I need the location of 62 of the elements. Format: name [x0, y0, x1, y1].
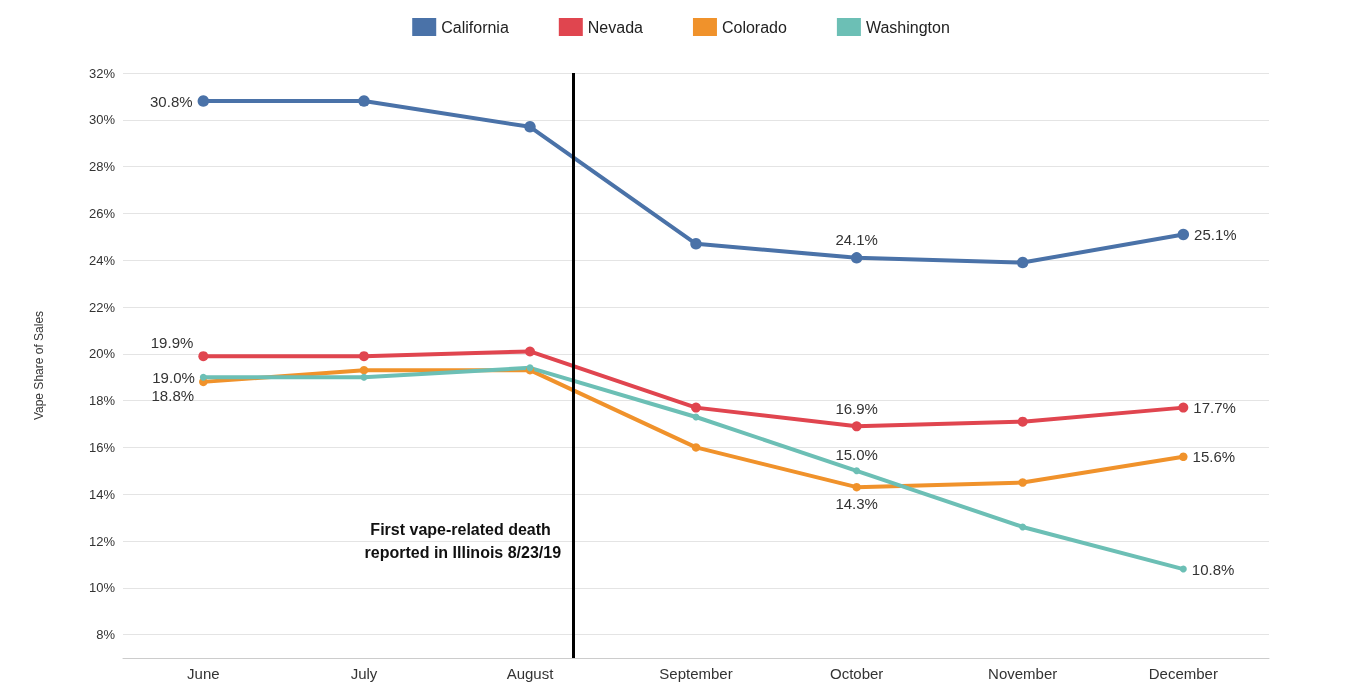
point: [199, 373, 207, 381]
data-label: 17.7%: [1193, 399, 1236, 417]
point: [850, 252, 863, 264]
point: [359, 365, 369, 375]
point: [1179, 565, 1187, 573]
ref-line-label: First vape-related death reported in Illinois 8/23/19: [364, 521, 562, 561]
point: [691, 443, 701, 452]
data-label: 24.1%: [835, 231, 878, 249]
y-tick-label: 16%: [88, 439, 116, 455]
y-tick-label: 28%: [88, 159, 116, 175]
data-label: 19.0%: [152, 368, 195, 386]
y-tick-label: 14%: [88, 486, 116, 502]
point: [1018, 478, 1027, 487]
x-tick-label: August: [506, 665, 555, 682]
data-label: 14.3%: [835, 495, 878, 513]
x-tick-label: November: [988, 665, 1058, 682]
data-label: 30.8%: [150, 92, 193, 110]
point: [198, 351, 209, 362]
point: [358, 95, 370, 107]
point: [1179, 452, 1188, 462]
x-tick-label: October: [829, 665, 884, 682]
y-axis-title: Vape Share of Sales: [32, 310, 46, 421]
y-tick-label: 26%: [88, 205, 116, 221]
data-label: 10.8%: [1191, 560, 1235, 578]
point: [691, 402, 701, 413]
point: [358, 351, 369, 362]
x-tick-label: December: [1148, 665, 1218, 682]
y-tick-label: 22%: [88, 299, 116, 315]
legend-label: Washington: [865, 18, 950, 36]
y-tick-label: 18%: [88, 393, 116, 409]
point: [853, 467, 861, 475]
y-tick-label: 32%: [88, 65, 116, 81]
data-label: 25.1%: [1194, 225, 1237, 243]
point: [525, 346, 535, 357]
y-tick-label: 30%: [88, 112, 116, 128]
y-tick-label: 24%: [88, 252, 116, 268]
data-label: 15.0%: [835, 446, 878, 464]
x-tick-label: September: [659, 665, 733, 682]
point: [360, 373, 368, 381]
point: [1019, 523, 1027, 531]
point: [524, 121, 536, 133]
point: [197, 95, 210, 107]
point: [1017, 416, 1028, 427]
y-tick-label: 10%: [88, 580, 116, 596]
data-label: 16.9%: [835, 400, 878, 418]
data-label: 19.9%: [150, 333, 194, 351]
point: [1016, 256, 1029, 269]
point: [1178, 402, 1189, 413]
y-tick-label: 20%: [88, 346, 116, 362]
point: [1177, 228, 1190, 241]
legend-label: California: [441, 18, 509, 36]
point: [851, 421, 862, 432]
point: [852, 482, 861, 492]
y-tick-label: 8%: [96, 627, 116, 643]
legend-label: Colorado: [721, 18, 787, 36]
x-tick-label: June: [187, 665, 220, 682]
x-tick-label: July: [350, 665, 378, 682]
point: [690, 238, 702, 250]
y-tick-label: 12%: [88, 533, 116, 549]
data-label: 15.6%: [1192, 448, 1236, 466]
legend-label: Nevada: [587, 18, 644, 36]
data-label: 18.8%: [151, 387, 195, 405]
